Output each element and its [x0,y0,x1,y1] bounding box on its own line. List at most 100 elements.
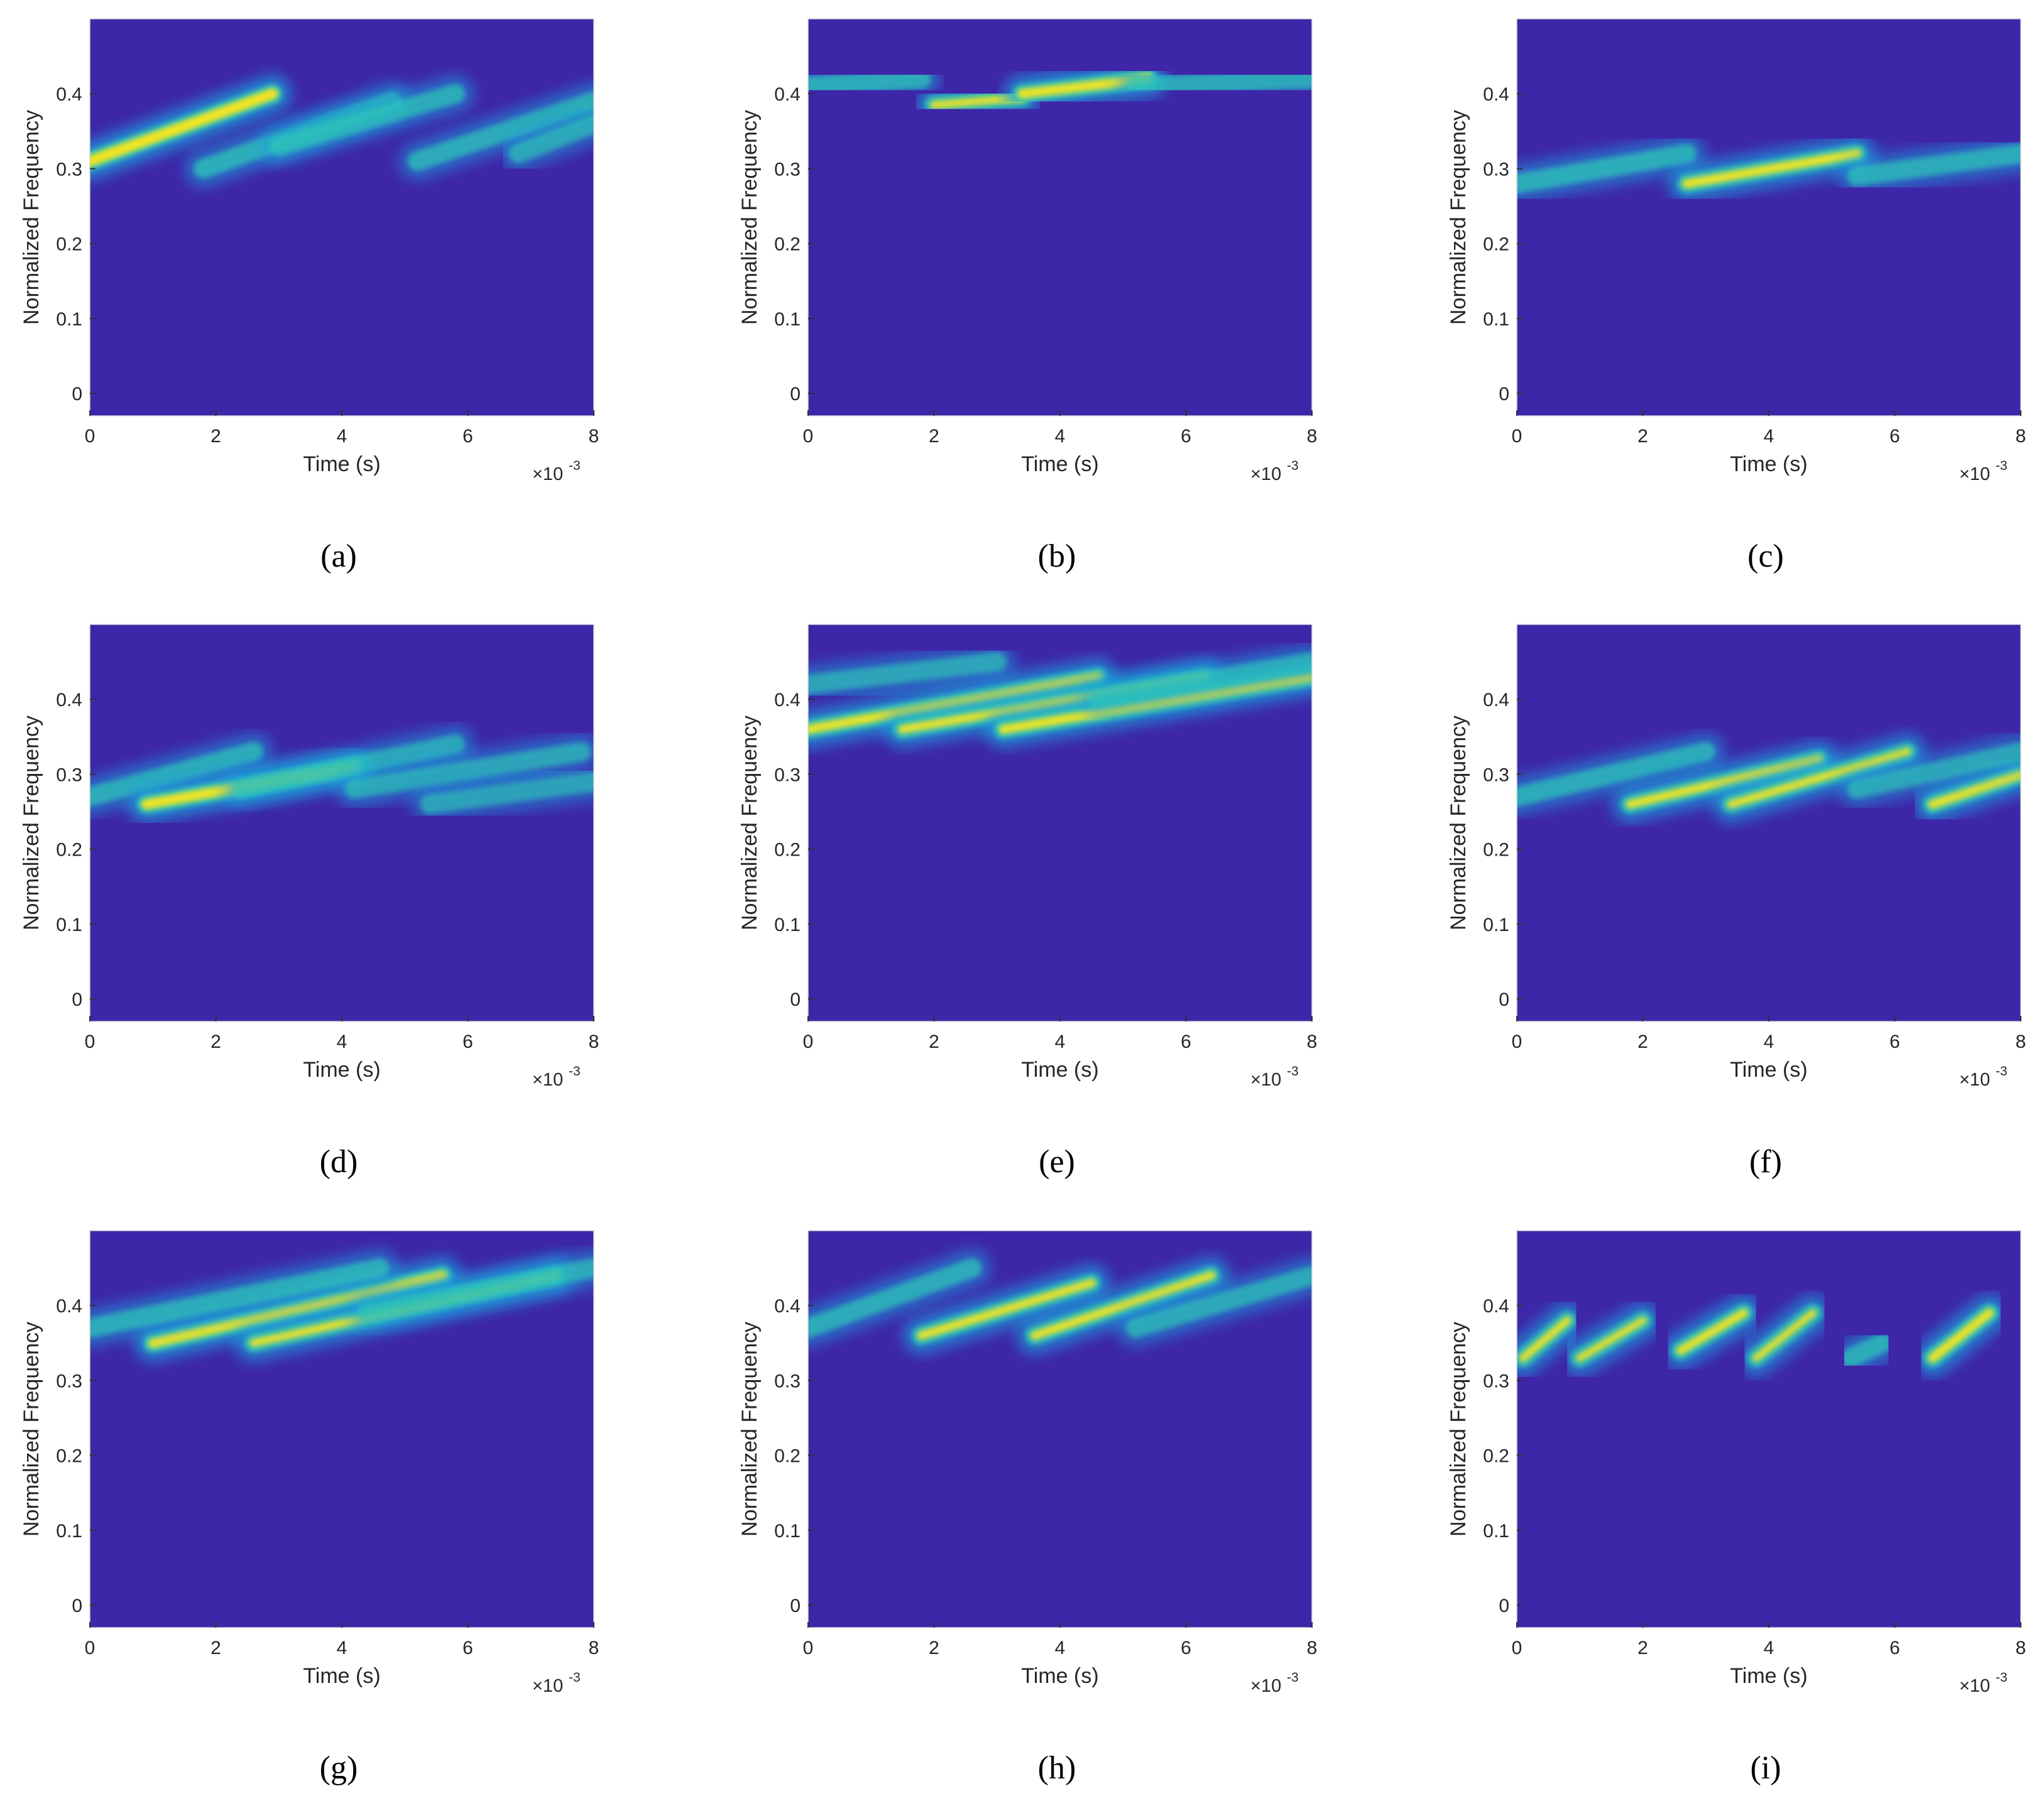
ridge-band [358,1258,594,1323]
y-tick-label: 0 [1499,384,1509,405]
x-tick-label: 6 [1889,426,1900,447]
y-tick-label: 0.1 [56,915,82,935]
y-axis-label: Normalized Frequency [1446,716,1470,930]
ridge-band [808,652,1007,694]
y-tick-label: 0.1 [774,915,801,935]
ridge-layer [1517,732,2021,824]
ridge-peak [1752,1309,1817,1362]
x-multiplier-exponent: -3 [569,459,581,473]
ridge-band [90,742,263,807]
panel-label: (d) [320,1144,358,1180]
ridge-band [345,742,591,799]
x-tick-label: 2 [210,1031,221,1052]
y-tick-label: 0.4 [774,1296,801,1317]
x-tick-label: 8 [589,1638,599,1658]
x-multiplier-exponent: -3 [569,1064,581,1079]
y-axis-label: Normalized Frequency [19,110,43,325]
y-tick-label: 0.2 [774,840,801,861]
y-tick-label: 0.3 [56,765,82,785]
x-tick-label: 6 [1889,1031,1900,1052]
ridge-band [90,1258,390,1338]
x-multiplier-exponent: -3 [1287,1064,1299,1079]
y-tick-label: 0.4 [1483,1296,1509,1317]
spectrogram-panel: 0 2 4 6 8 0 0.1 0.2 0.3 0.4 Time (s) Normalized Fre… [1446,1230,2026,1786]
y-tick-label: 0.4 [56,1296,82,1317]
y-axis-label: Normalized Frequency [1446,110,1470,325]
y-tick-label: 0.3 [774,765,801,785]
x-tick-label: 8 [2016,1031,2026,1052]
y-tick-label: 0.3 [774,1371,801,1391]
y-axis-label: Normalized Frequency [19,716,43,930]
x-axis-label: Time (s) [303,452,380,476]
x-multiplier-base: ×10 [1250,1070,1281,1090]
x-tick-label: 4 [337,1638,347,1658]
y-tick-label: 0 [1499,1596,1509,1616]
x-axis-label: Time (s) [1021,1058,1098,1082]
ridge-peak [1519,1316,1571,1363]
x-tick-label: 2 [1637,1638,1648,1658]
x-tick-label: 0 [85,426,96,447]
x-tick-label: 6 [1181,426,1191,447]
x-tick-label: 8 [1307,1031,1318,1052]
x-tick-label: 0 [1512,426,1522,447]
ridge-band [1126,1266,1312,1338]
ridge-peak [1727,748,1912,808]
x-tick-label: 4 [1055,1031,1066,1052]
ridge-peak [1626,754,1824,809]
y-tick-label: 0.3 [774,159,801,180]
x-tick-label: 4 [337,426,347,447]
x-tick-label: 6 [1889,1638,1900,1658]
x-multiplier-base: ×10 [1959,464,1990,484]
x-multiplier-exponent: -3 [1287,1670,1299,1685]
y-tick-label: 0.2 [774,234,801,255]
x-tick-label: 4 [1764,1031,1774,1052]
x-multiplier-exponent: -3 [1996,1670,2008,1685]
ridge-peak [917,1278,1096,1340]
y-tick-label: 0 [790,1596,801,1616]
ridge-band [1841,1333,1892,1368]
x-multiplier-exponent: -3 [569,1670,581,1685]
x-multiplier-base: ×10 [1250,1676,1281,1696]
ridge-band [808,69,931,96]
y-tick-label: 0.1 [774,309,801,330]
ridge-layer [808,643,1312,748]
panel-label: (a) [320,538,357,574]
x-tick-label: 2 [210,1638,221,1658]
ridge-band [508,114,594,163]
x-multiplier-base: ×10 [532,1070,563,1090]
x-multiplier-base: ×10 [1959,1070,1990,1090]
panel-label: (b) [1038,538,1076,574]
x-axis-label: Time (s) [1730,452,1807,476]
ridge-layer [1517,134,2021,203]
x-tick-label: 6 [1181,1031,1191,1052]
y-axis-label: Normalized Frequency [738,110,762,325]
x-tick-label: 2 [1637,426,1648,447]
ridge-layer [1517,1294,2008,1377]
y-axis-label: Normalized Frequency [738,716,762,930]
y-tick-label: 0.4 [774,690,801,710]
y-axis-label: Normalized Frequency [738,1322,762,1537]
y-tick-label: 0.3 [56,1371,82,1391]
x-tick-label: 4 [1055,1638,1066,1658]
x-multiplier-exponent: -3 [1287,459,1299,473]
plot-area [1517,19,2021,416]
ridge-band [408,92,594,171]
x-tick-label: 6 [462,426,473,447]
ridge-band [1126,69,1312,96]
x-tick-label: 8 [589,426,599,447]
panel-label: (h) [1038,1750,1076,1786]
y-tick-label: 0.3 [1483,765,1509,785]
x-tick-label: 8 [2016,1638,2026,1658]
x-tick-label: 8 [589,1031,599,1052]
ridge-peak [148,1270,448,1348]
y-tick-label: 0 [790,989,801,1010]
spectrogram-panel: 0 2 4 6 8 0 0.1 0.2 0.3 0.4 Time (s) Normalized Fre… [19,18,599,574]
ridge-peak [1682,149,1862,188]
y-axis-label: Normalized Frequency [19,1322,43,1537]
spectrogram-panel: 0 2 4 6 8 0 0.1 0.2 0.3 0.4 Time (s) Normalized Fre… [1446,18,2026,574]
ridge-layer [90,725,594,824]
ridge-band [808,1258,981,1338]
x-axis-label: Time (s) [1021,452,1098,476]
x-tick-label: 4 [1764,426,1774,447]
x-tick-label: 0 [1512,1638,1522,1658]
